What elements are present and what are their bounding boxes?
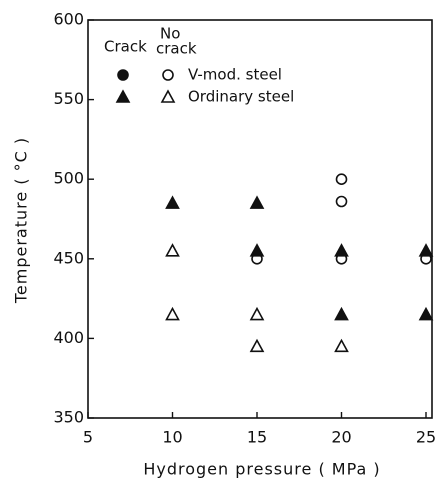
legend-marker: [117, 69, 129, 81]
point: [249, 243, 265, 257]
y-axis-label: Temperature ( °C ): [12, 137, 31, 304]
point: [334, 338, 349, 353]
y-tick-label: 400: [53, 328, 84, 347]
legend-marker: [162, 69, 174, 81]
x-tick-label: 5: [83, 428, 93, 447]
point: [418, 306, 434, 321]
point: [335, 173, 348, 185]
point: [165, 243, 180, 257]
y-tick-label: 450: [53, 248, 84, 267]
y-tick-label: 550: [53, 89, 84, 108]
x-tick-label: 25: [416, 428, 436, 447]
y-tick-label: 600: [53, 10, 84, 29]
point: [418, 243, 434, 257]
point: [335, 195, 348, 208]
x-tick-label: 20: [331, 428, 351, 447]
legend-header: No: [160, 25, 180, 43]
legend-label: V-mod. steel: [188, 66, 282, 84]
point: [334, 243, 349, 257]
legend-header: Crack: [104, 38, 147, 56]
legend-marker: [160, 89, 176, 103]
x-tick-label: 10: [162, 428, 182, 447]
legend-label: Ordinary steel: [188, 88, 294, 106]
point: [249, 338, 265, 353]
point: [165, 195, 180, 209]
y-tick-label: 500: [53, 169, 84, 188]
plot-frame: [87, 19, 433, 419]
point: [165, 306, 180, 321]
y-tick-label: 350: [53, 408, 84, 427]
x-tick-label: 15: [247, 428, 267, 447]
point: [334, 306, 349, 321]
x-axis-label: Hydrogen pressure ( MPa ): [143, 460, 380, 479]
point: [249, 306, 265, 321]
legend-header: crack: [156, 40, 197, 58]
legend-marker: [115, 89, 131, 103]
point: [249, 195, 265, 209]
